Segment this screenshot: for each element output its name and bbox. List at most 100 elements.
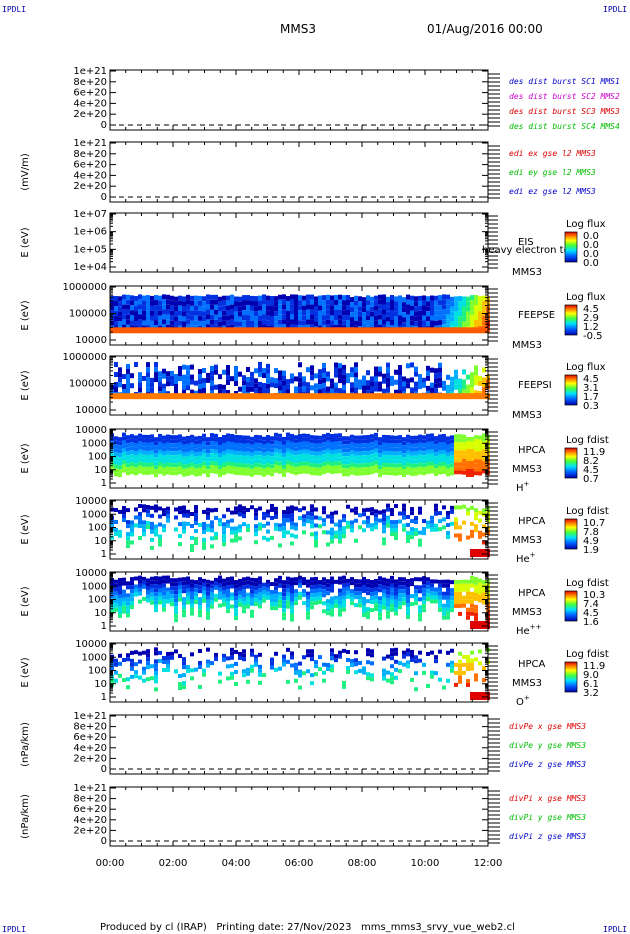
y-tick-label: 1e+21	[73, 66, 107, 77]
y-tick-label: 10	[94, 465, 107, 476]
y-tick-label: 1000	[82, 652, 107, 663]
colorbar	[564, 447, 578, 479]
legend-entry: edi ey gse l2 MMS3	[509, 168, 596, 177]
y-tick-label: 100000	[69, 379, 107, 390]
spacecraft-label: MMS3	[512, 607, 542, 618]
legend-entry: des dist burst SC1 MMS1	[509, 77, 620, 86]
y-tick-label: 8e+20	[73, 794, 107, 805]
species-label: O+	[516, 694, 530, 708]
y-tick-label: 10000	[75, 496, 107, 507]
instrument-label: HPCA	[518, 445, 546, 456]
y-tick-label: 0	[101, 836, 107, 847]
colorbar-tick-label: 6.1	[583, 679, 599, 690]
y-tick-label: 1000	[82, 509, 107, 520]
colorbar	[564, 374, 578, 406]
colorbar	[564, 304, 578, 336]
legend-entry: divPe x gse MMS3	[509, 722, 586, 731]
y-tick-label: 1000	[82, 438, 107, 449]
colorbar-title: Log fdist	[566, 435, 609, 446]
y-tick-label: 8e+20	[73, 77, 107, 88]
colorbar	[564, 590, 578, 622]
colorbar-title: Log fdist	[566, 578, 609, 589]
panel-4: 1000000 100000 10000 E (eV) FEEPSE MMS3 Log fl…	[20, 282, 606, 351]
y-tick-label: 100	[88, 523, 107, 534]
colorbar	[564, 661, 578, 693]
colorbar-tick-label: 8.2	[583, 456, 599, 467]
y-tick-label: 1e+21	[73, 711, 107, 722]
colorbar	[564, 231, 578, 263]
species-label: H+	[516, 480, 530, 494]
panel-7: 10000 1000 100 10 1 E (eV) HPCA MMS3 He+ Log fdis…	[20, 496, 609, 565]
corner-label-top-right: IPDLI	[603, 5, 627, 14]
panel-frame	[109, 69, 489, 131]
corner-label-bottom-left: IPDLI	[2, 925, 26, 934]
spacecraft-label: MMS3	[512, 340, 542, 351]
plot-date: 01/Aug/2016 00:00	[427, 22, 543, 36]
colorbar-tick-label: 0.3	[583, 401, 599, 412]
colorbar-tick-label: 0.0	[583, 240, 599, 251]
colorbar-tick-label: 1.6	[583, 617, 599, 628]
y-tick-label: 4e+20	[73, 170, 107, 181]
y-tick-label: 0	[101, 764, 107, 775]
y-tick-label: 10	[94, 536, 107, 547]
y-tick-label: 6e+20	[73, 732, 107, 743]
panel-frame	[109, 141, 489, 203]
colorbar-tick-label: 10.7	[583, 518, 605, 529]
instrument-label: FEEPSE	[518, 310, 555, 321]
y-tick-label: 1	[101, 549, 107, 560]
y-tick-label: 10000	[75, 425, 107, 436]
y-tick-label: 1	[101, 621, 107, 632]
colorbar-tick-label: 4.5	[583, 374, 599, 385]
legend-entry: divPi z gse MMS3	[509, 832, 586, 841]
legend-entry: divPe z gse MMS3	[509, 760, 586, 769]
panel-9: 10000 1000 100 10 1 E (eV) HPCA MMS3 O+ Log fdist…	[20, 639, 609, 708]
y-axis-label: (mV/m)	[20, 153, 31, 191]
colorbar	[564, 518, 578, 550]
y-tick-label: 1	[101, 692, 107, 703]
y-tick-label: 2e+20	[73, 825, 107, 836]
y-tick-label: 2e+20	[73, 181, 107, 192]
panel-frame	[109, 212, 489, 273]
legend-entry: divPi x gse MMS3	[509, 794, 586, 803]
y-tick-label: 1000	[82, 581, 107, 592]
y-tick-label: 0	[101, 192, 107, 203]
y-tick-label: 2e+20	[73, 109, 107, 120]
instrument-label: EIS	[518, 237, 534, 248]
y-axis-label: E (eV)	[20, 657, 31, 687]
panel-3: 1e+07 1e+06 1e+05 1e+04 E (eV) EIS MMS3 heavy e…	[20, 209, 606, 278]
colorbar-title: Log fdist	[566, 649, 609, 660]
y-tick-label: 10	[94, 679, 107, 690]
instrument-label: HPCA	[518, 659, 546, 670]
y-tick-label: 6e+20	[73, 160, 107, 171]
y-tick-label: 4e+20	[73, 98, 107, 109]
spacecraft-label: MMS3	[512, 267, 542, 278]
x-tick-label: 10:00	[411, 858, 440, 869]
y-tick-label: 1e+21	[73, 138, 107, 149]
y-tick-label: 1e+05	[73, 244, 107, 255]
y-tick-label: 100	[88, 666, 107, 677]
instrument-label: HPCA	[518, 588, 546, 599]
colorbar-tick-label: 1.9	[583, 545, 599, 556]
legend-entry: des dist burst SC4 MMS4	[509, 122, 620, 131]
y-tick-label: 10000	[75, 405, 107, 416]
panel-6: 10000 1000 100 10 1 E (eV) HPCA MMS3 H+ Log fdist…	[20, 425, 609, 494]
y-tick-label: 10000	[75, 335, 107, 346]
y-axis-label: E (eV)	[20, 370, 31, 400]
y-tick-label: 100	[88, 595, 107, 606]
colorbar-tick-label: 0.0	[583, 249, 599, 260]
spacecraft-label: MMS3	[512, 410, 542, 421]
y-axis-label: (nPa/km)	[20, 722, 31, 767]
footer-credits: Produced by cl (IRAP) Printing date: 27/…	[100, 922, 515, 933]
y-tick-label: 6e+20	[73, 88, 107, 99]
corner-label-top-left: IPDLI	[2, 5, 26, 14]
instrument-label: FEEPSI	[518, 380, 552, 391]
y-tick-label: 1000000	[62, 352, 107, 363]
y-axis-label: (nPa/km)	[20, 794, 31, 839]
x-tick-label: 04:00	[222, 858, 251, 869]
colorbar-tick-label: -0.5	[583, 331, 603, 342]
x-axis: 00:00 02:00 04:00 06:00 08:00 10:00 12:00	[96, 858, 503, 869]
